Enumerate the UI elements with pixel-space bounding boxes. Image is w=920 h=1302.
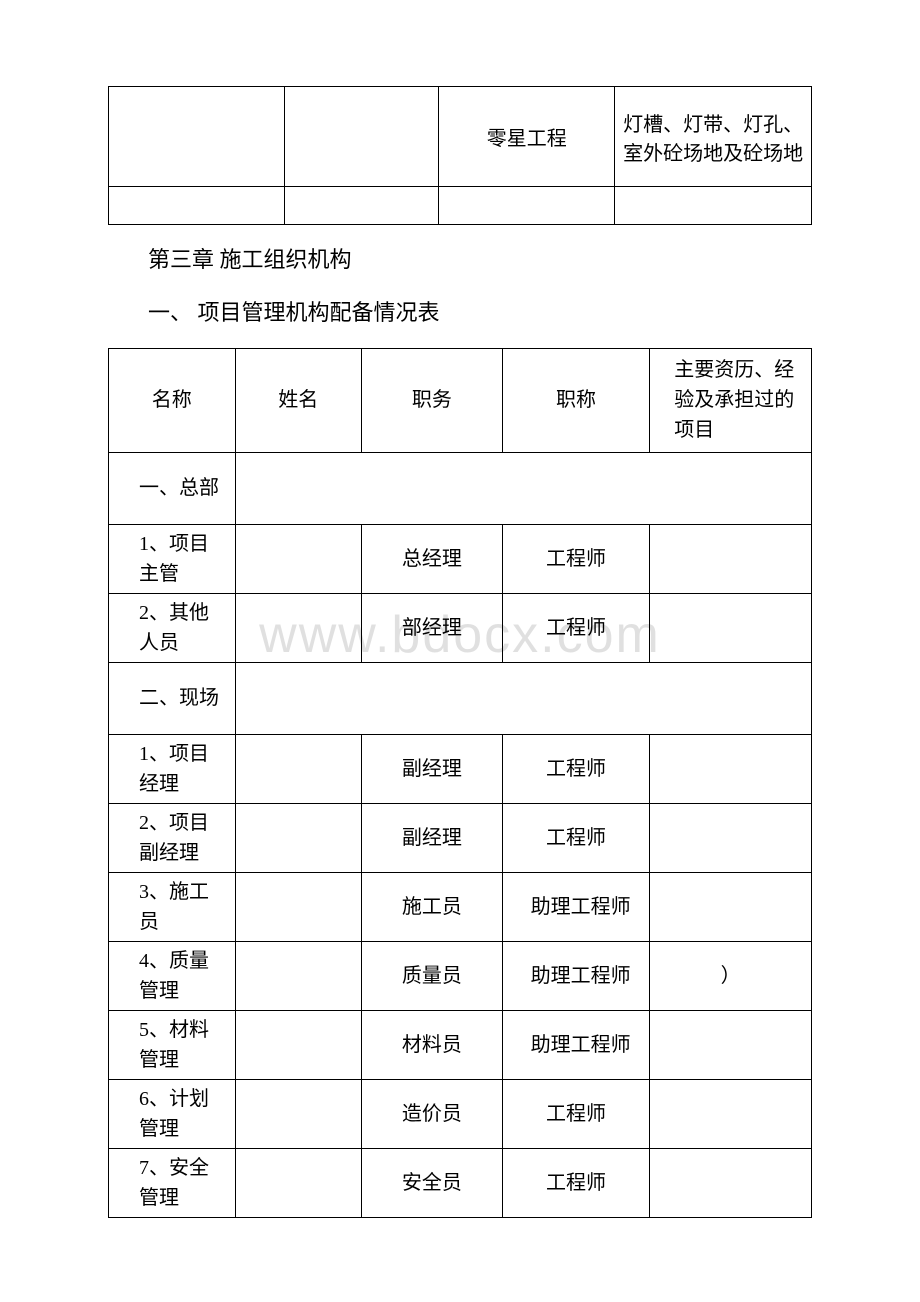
t2-sec1: 一、总部 — [109, 452, 236, 524]
t1-r2c4 — [615, 187, 812, 225]
t2-sec2: 二、现场 — [109, 662, 236, 734]
t2-r7-duty: 材料员 — [362, 1010, 503, 1079]
t2-r7-name — [235, 1010, 362, 1079]
t2-r5-title: 助理工程师 — [502, 872, 650, 941]
t2-r8-exp — [650, 1079, 812, 1148]
t2-r5-duty: 施工员 — [362, 872, 503, 941]
t2-r6-label: 4、质量管理 — [109, 941, 236, 1010]
t2-r5-exp — [650, 872, 812, 941]
t2-r9-title: 工程师 — [502, 1148, 650, 1217]
t2-r1-label: 1、项目主管 — [109, 524, 236, 593]
t2-r1-exp — [650, 524, 812, 593]
t2-r8-duty: 造价员 — [362, 1079, 503, 1148]
t2-r6-duty: 质量员 — [362, 941, 503, 1010]
t2-r7-label: 5、材料管理 — [109, 1010, 236, 1079]
t2-h2: 姓名 — [235, 348, 362, 452]
t2-sec1-span — [235, 452, 811, 524]
t2-r9-label: 7、安全管理 — [109, 1148, 236, 1217]
t2-r4-duty: 副经理 — [362, 803, 503, 872]
t2-r4-exp — [650, 803, 812, 872]
t2-r9-exp — [650, 1148, 812, 1217]
t2-h5: 主要资历、经验及承担过的项目 — [650, 348, 812, 452]
t1-r1c1 — [109, 87, 285, 187]
t2-r7-title: 助理工程师 — [502, 1010, 650, 1079]
t2-r3-exp — [650, 734, 812, 803]
t2-r1-name — [235, 524, 362, 593]
t2-r2-duty: 部经理 — [362, 593, 503, 662]
t2-r2-title: 工程师 — [502, 593, 650, 662]
t1-r2c2 — [284, 187, 439, 225]
t2-r6-title: 助理工程师 — [502, 941, 650, 1010]
t2-r8-label: 6、计划管理 — [109, 1079, 236, 1148]
t1-r1c3: 零星工程 — [439, 87, 615, 187]
t2-r8-title: 工程师 — [502, 1079, 650, 1148]
table-top: 零星工程 灯槽、灯带、灯孔、室外砼场地及砼场地 — [108, 86, 812, 225]
section-heading: 一、 项目管理机构配备情况表 — [148, 294, 812, 331]
t2-r9-duty: 安全员 — [362, 1148, 503, 1217]
t2-r4-name — [235, 803, 362, 872]
t2-r3-title: 工程师 — [502, 734, 650, 803]
t2-r1-title: 工程师 — [502, 524, 650, 593]
t2-r4-title: 工程师 — [502, 803, 650, 872]
t2-r4-label: 2、项目副经理 — [109, 803, 236, 872]
t1-r1c2 — [284, 87, 439, 187]
t2-r9-name — [235, 1148, 362, 1217]
t1-r1c4: 灯槽、灯带、灯孔、室外砼场地及砼场地 — [615, 87, 812, 187]
t2-h1: 名称 — [109, 348, 236, 452]
t2-r6-name — [235, 941, 362, 1010]
t2-r6-exp: ） — [650, 941, 812, 1010]
t2-r3-duty: 副经理 — [362, 734, 503, 803]
t2-r8-name — [235, 1079, 362, 1148]
t2-r5-name — [235, 872, 362, 941]
chapter-heading: 第三章 施工组织机构 — [148, 241, 812, 278]
t2-r1-duty: 总经理 — [362, 524, 503, 593]
t2-r2-name — [235, 593, 362, 662]
t2-r2-exp — [650, 593, 812, 662]
t2-r5-label: 3、施工员 — [109, 872, 236, 941]
t2-r7-exp — [650, 1010, 812, 1079]
t1-r2c1 — [109, 187, 285, 225]
t2-r2-label: 2、其他人员 — [109, 593, 236, 662]
t1-r2c3 — [439, 187, 615, 225]
page-content: 零星工程 灯槽、灯带、灯孔、室外砼场地及砼场地 第三章 施工组织机构 一、 项目… — [108, 86, 812, 1218]
table-personnel: 名称 姓名 职务 职称 主要资历、经验及承担过的项目 一、总部 1、项目主管 总… — [108, 348, 812, 1218]
t2-r3-name — [235, 734, 362, 803]
t2-h4: 职称 — [502, 348, 650, 452]
t2-r3-label: 1、项目经理 — [109, 734, 236, 803]
t2-sec2-span — [235, 662, 811, 734]
t2-h3: 职务 — [362, 348, 503, 452]
